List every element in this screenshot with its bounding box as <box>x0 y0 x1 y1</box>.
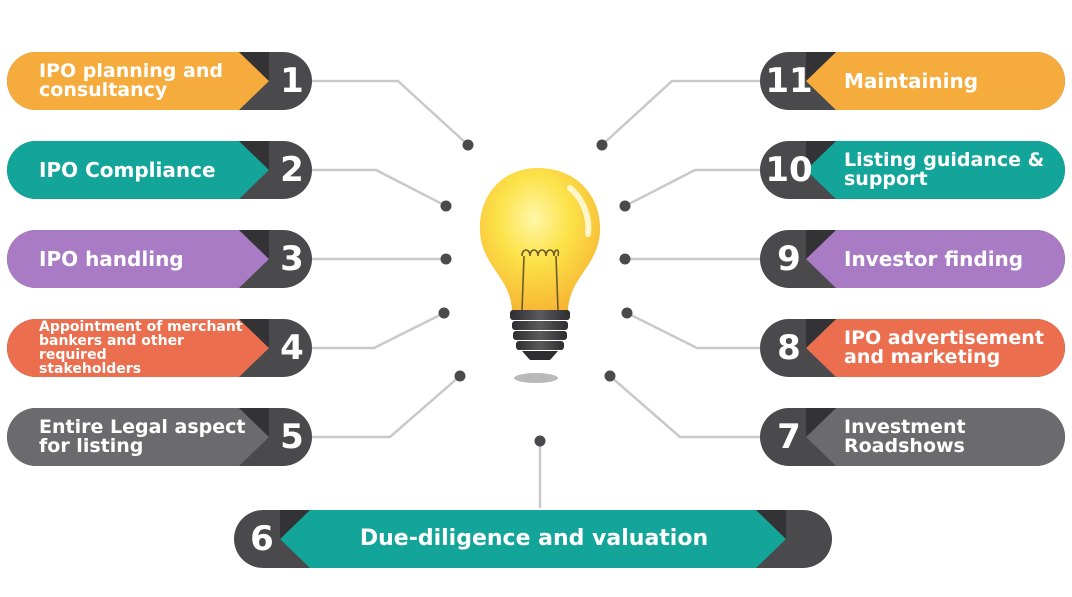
step-7: Investment Roadshows 7 <box>760 408 1065 466</box>
connector-dot-10 <box>619 200 631 212</box>
step-10: Listing guidance & support 10 <box>760 141 1065 199</box>
step-number: 8 <box>777 328 801 368</box>
step-label: Maintaining <box>844 69 979 93</box>
connector-dot-1 <box>462 139 474 151</box>
step-label: IPO advertisement and marketing <box>844 327 1044 368</box>
connector-dot-4 <box>438 307 450 319</box>
connector-line-7 <box>609 375 760 439</box>
step-number: 1 <box>280 61 304 101</box>
step-label: IPO Compliance <box>39 158 216 182</box>
step-label: Appointment of merchant bankers and othe… <box>39 319 243 377</box>
step-label: Investor finding <box>844 247 1024 271</box>
step-5: Entire Legal aspect for listing 5 <box>7 408 312 466</box>
step-label: Due-diligence and valuation <box>359 526 709 551</box>
step-number: 9 <box>777 239 801 279</box>
connector-dot-2 <box>440 200 452 212</box>
connector-line-8 <box>626 311 760 350</box>
step-number: 7 <box>777 417 801 457</box>
connector-dot-3 <box>440 253 452 265</box>
step-4: Appointment of merchant bankers and othe… <box>7 319 312 377</box>
step-2: IPO Compliance 2 <box>7 141 312 199</box>
step-label: Investment Roadshows <box>844 416 966 457</box>
step-number: 5 <box>280 417 304 457</box>
step-1: IPO planning and consultancy 1 <box>7 52 312 110</box>
step-number: 3 <box>280 239 304 279</box>
connector-line-4 <box>312 311 445 350</box>
connector-dot-8 <box>621 307 633 319</box>
connector-dot-6 <box>534 435 546 447</box>
step-6: Due-diligence and valuation 6 <box>234 510 832 568</box>
step-number: 6 <box>250 519 274 559</box>
step-8: IPO advertisement and marketing 8 <box>760 319 1065 377</box>
connector-line-1 <box>312 79 469 146</box>
connector-dot-9 <box>619 253 631 265</box>
step-label: IPO handling <box>39 247 184 271</box>
connector-line-11 <box>601 79 760 146</box>
connector-line-10 <box>624 168 760 208</box>
step-number: 2 <box>280 150 304 190</box>
connector-line-5 <box>312 375 461 439</box>
connector-dot-5 <box>454 370 466 382</box>
step-9: Investor finding 9 <box>760 230 1065 288</box>
connector-line-2 <box>312 168 447 208</box>
lightbulb-icon <box>470 160 610 390</box>
step-label: IPO planning and consultancy <box>39 60 223 101</box>
connector-dot-7 <box>604 370 616 382</box>
step-number: 10 <box>765 150 813 190</box>
connector-dot-11 <box>596 139 608 151</box>
step-number: 4 <box>280 328 304 368</box>
step-number: 11 <box>765 61 813 101</box>
step-label: Listing guidance & support <box>844 149 1045 190</box>
step-11: Maintaining 11 <box>760 52 1065 110</box>
step-label: Entire Legal aspect for listing <box>39 416 246 457</box>
step-3: IPO handling 3 <box>7 230 312 288</box>
